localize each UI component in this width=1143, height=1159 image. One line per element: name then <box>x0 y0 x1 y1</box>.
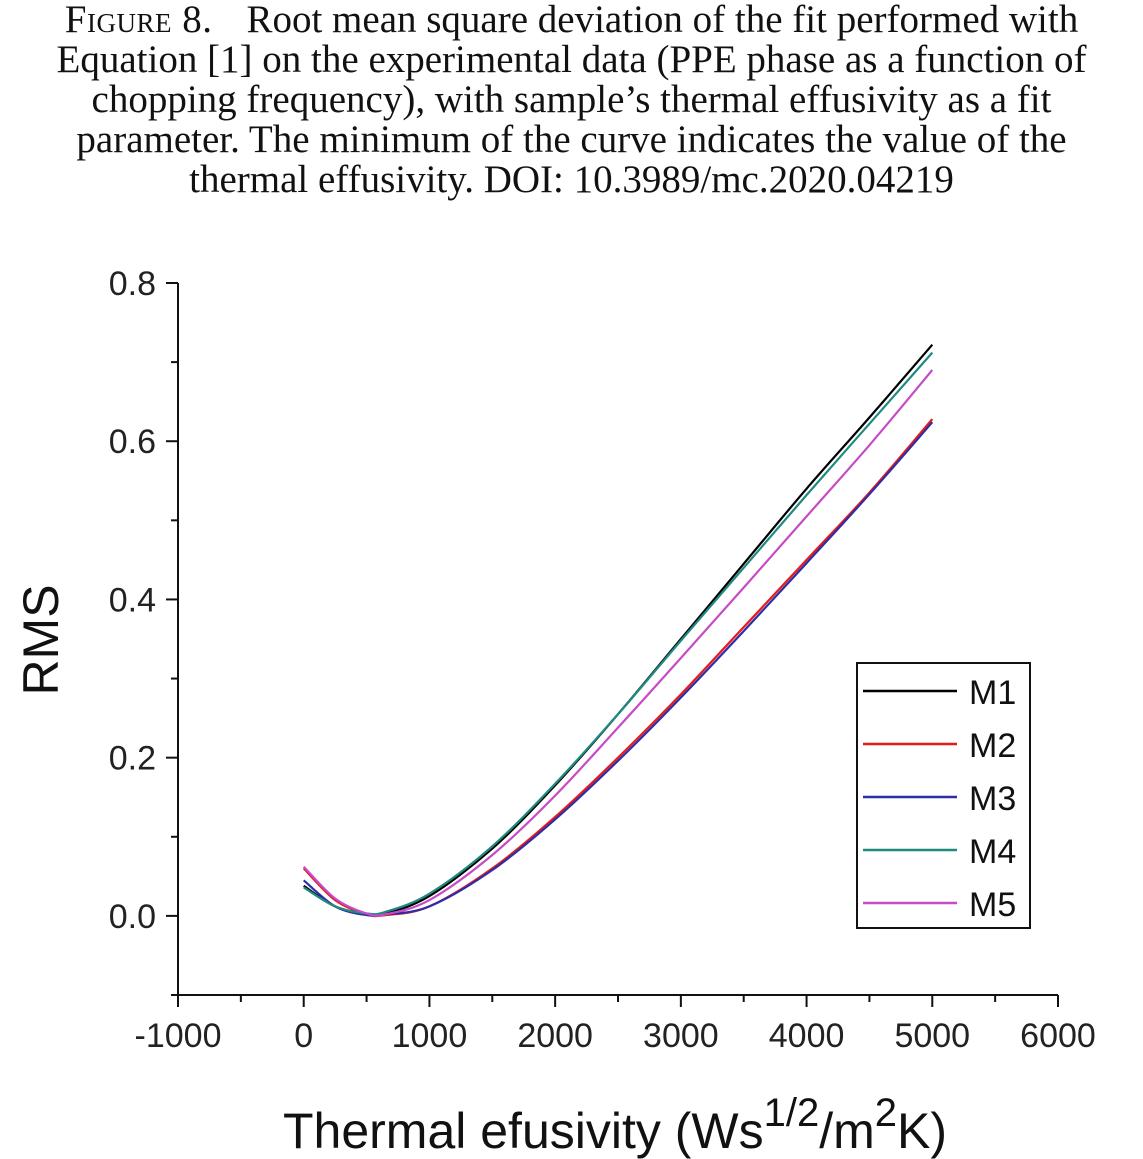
figure-caption: Figure 8. Root mean square deviation of t… <box>30 0 1113 200</box>
y-tick-label: 0.6 <box>109 423 156 461</box>
axes: -1000 0 1000 2000 3000 4000 5000 6000 0.0 0.2 0.4 0… <box>109 265 1096 1055</box>
series-line-m2 <box>302 418 934 918</box>
x-tick-label: -1000 <box>135 1017 222 1055</box>
x-tick-label: 3000 <box>643 1017 719 1055</box>
legend-label-m2: M2 <box>969 727 1016 765</box>
x-axis-label-mid: /m <box>819 1103 875 1159</box>
legend-label-m4: M4 <box>969 833 1016 871</box>
series-line-m4 <box>303 351 934 916</box>
x-tick-label: 4000 <box>769 1017 845 1055</box>
caption-text: Root mean square deviation of the fit pe… <box>56 0 1087 201</box>
series-line-m3 <box>302 421 934 917</box>
x-tick-label: 2000 <box>517 1017 593 1055</box>
series-lines <box>302 343 934 918</box>
y-tick-label: 0.2 <box>109 740 156 778</box>
y-tick-label: 0.0 <box>109 898 156 936</box>
x-axis-label-sup1: 1/2 <box>764 1091 820 1135</box>
x-axis-label-end: K) <box>897 1103 947 1159</box>
x-tick-label: 0 <box>294 1017 313 1055</box>
x-axis-label-main: Thermal efusivity (Ws <box>283 1103 764 1159</box>
x-tick-label: 6000 <box>1020 1017 1096 1055</box>
x-tick-label: 1000 <box>392 1017 468 1055</box>
x-axis-label: Thermal efusivity (Ws1/2/m2K) <box>283 1091 947 1159</box>
y-axis-label: RMS <box>13 584 69 695</box>
y-tick-label: 0.8 <box>109 265 156 303</box>
legend-label-m1: M1 <box>969 674 1016 712</box>
legend-box <box>856 662 1031 929</box>
x-tick-label: 5000 <box>894 1017 970 1055</box>
x-axis-label-sup2: 2 <box>875 1091 897 1135</box>
figure-label: Figure 8. <box>64 0 213 41</box>
y-tick-label: 0.4 <box>109 581 156 619</box>
legend-label-m5: M5 <box>969 886 1016 924</box>
series-line-m5 <box>302 369 934 917</box>
legend: M1 M2 M3 M4 M5 <box>856 662 1031 929</box>
legend-label-m3: M3 <box>969 780 1016 818</box>
series-line-m1 <box>303 343 934 917</box>
